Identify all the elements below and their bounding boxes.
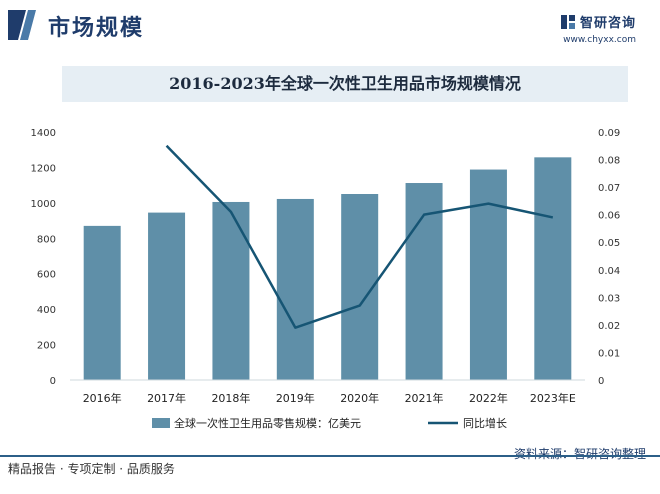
chart-title-band: 2016-2023年全球一次性卫生用品市场规模情况 — [62, 66, 628, 102]
y-right-tick-label: 0.05 — [598, 238, 620, 249]
brand-logo-icon — [560, 14, 575, 29]
source-text: 资料来源：智研咨询整理 — [513, 447, 646, 461]
bar — [534, 157, 572, 380]
y-right-tick-label: 0.01 — [598, 348, 620, 359]
header: 市场规模 智研咨询 www.chyxx.com — [0, 0, 660, 50]
footer-slogan: 精品报告 · 专项定制 · 品质服务 — [8, 462, 175, 476]
y-right-tick-label: 0.06 — [598, 211, 620, 222]
brand-url: www.chyxx.com — [563, 35, 636, 45]
y-right-tick-label: 0.08 — [598, 156, 620, 167]
x-tick-label: 2019年 — [276, 391, 315, 405]
y-right-tick-label: 0 — [598, 376, 604, 387]
y-left-tick-label: 800 — [37, 234, 56, 245]
y-left-tick-label: 200 — [37, 341, 56, 352]
bar — [469, 169, 507, 380]
bar — [276, 198, 314, 380]
y-left-tick-label: 1400 — [31, 128, 56, 139]
y-left-tick-label: 0 — [50, 376, 56, 387]
y-right-tick-label: 0.03 — [598, 293, 620, 304]
chart: 0 200 400 600 800 1000 1200 1400 0 0.01 0.02 0.03 0.… — [31, 128, 621, 430]
y-left-tick-label: 1000 — [31, 199, 56, 210]
y-left-tick-label: 600 — [37, 270, 56, 281]
page-title: 市场规模 — [48, 15, 145, 41]
x-tick-label: 2016年 — [83, 391, 122, 405]
header-accent-icon — [8, 10, 36, 40]
brand: 智研咨询 www.chyxx.com — [560, 12, 636, 45]
y-right-tick-label: 0.07 — [598, 183, 620, 194]
bar — [212, 201, 250, 380]
y-right-tick-label: 0.04 — [598, 266, 620, 277]
x-tick-label: 2017年 — [147, 391, 186, 405]
x-tick-label: 2020年 — [340, 391, 379, 405]
y-left-tick-label: 1200 — [31, 163, 56, 174]
y-right-tick-label: 0.02 — [598, 321, 620, 332]
brand-name: 智研咨询 — [579, 16, 636, 31]
x-tick-label: 2022年 — [469, 391, 508, 405]
chart-title: 2016-2023年全球一次性卫生用品市场规模情况 — [169, 74, 521, 93]
footer-divider — [0, 455, 660, 457]
y-left-tick-label: 400 — [37, 305, 56, 316]
legend-swatch-bar — [152, 418, 170, 428]
x-tick-label: 2021年 — [405, 391, 444, 405]
series-line-growth — [165, 144, 554, 329]
y-right-tick-label: 0.09 — [598, 128, 620, 139]
legend-label-bar: 全球一次性卫生用品零售规模：亿美元 — [174, 416, 361, 430]
x-tick-label: 2018年 — [211, 391, 250, 405]
bar — [148, 212, 186, 380]
bar — [83, 225, 121, 380]
legend-label-line: 同比增长 — [463, 416, 507, 430]
x-tick-label: 2023年E — [530, 391, 576, 405]
